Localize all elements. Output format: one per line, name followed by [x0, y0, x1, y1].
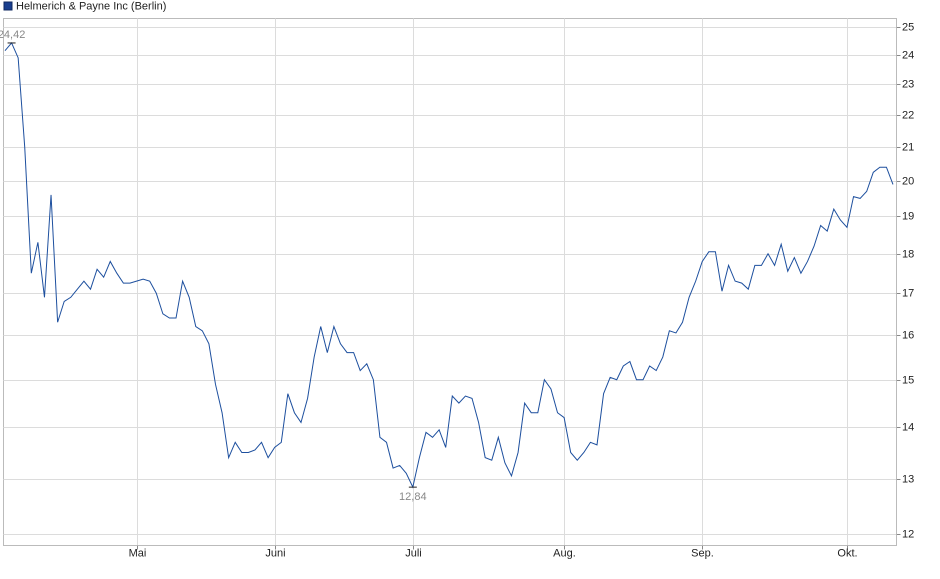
y-tick-label: 18 — [902, 248, 914, 260]
y-tick-label: 17 — [902, 287, 914, 299]
y-tick-label: 23 — [902, 78, 914, 90]
legend-swatch — [3, 1, 13, 11]
value-label: 24,42 — [0, 29, 25, 41]
x-tick-label: Okt. — [837, 547, 857, 559]
y-tick-label: 24 — [902, 49, 914, 61]
y-tick-label: 21 — [902, 141, 914, 153]
plot-frame — [3, 18, 897, 546]
y-tick-label: 20 — [902, 175, 914, 187]
value-label: 12,84 — [399, 491, 427, 503]
legend-label: Helmerich & Payne Inc (Berlin) — [16, 0, 166, 12]
x-tick-label: Sep. — [691, 547, 714, 559]
x-tick-label: Juli — [405, 547, 422, 559]
y-tick-label: 13 — [902, 473, 914, 485]
x-tick-label: Juni — [265, 547, 285, 559]
y-tick-label: 25 — [902, 21, 914, 33]
y-tick-label: 14 — [902, 421, 914, 433]
y-tick-label: 12 — [902, 528, 914, 540]
x-tick-label: Mai — [129, 547, 147, 559]
y-tick-label: 16 — [902, 329, 914, 341]
y-tick-label: 15 — [902, 374, 914, 386]
price-line — [4, 42, 894, 489]
y-tick-label: 22 — [902, 109, 914, 121]
y-tick-label: 19 — [902, 210, 914, 222]
x-tick-label: Aug. — [553, 547, 576, 559]
